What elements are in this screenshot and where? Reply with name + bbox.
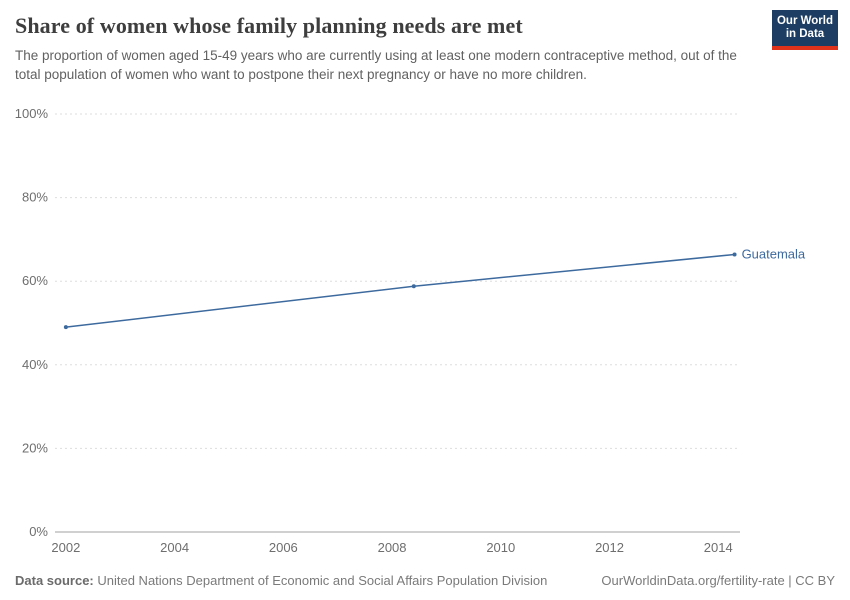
y-tick-label: 40%	[22, 357, 48, 372]
x-tick-label: 2004	[160, 540, 189, 555]
series-line-guatemala[interactable]	[65, 253, 735, 328]
x-tick-label: 2012	[595, 540, 624, 555]
x-tick-label: 2006	[269, 540, 298, 555]
data-point[interactable]	[732, 252, 737, 257]
owid-logo-line2: in Data	[785, 28, 825, 40]
chart-title: Share of women whose family planning nee…	[15, 13, 523, 38]
x-tick-label: 2002	[51, 540, 80, 555]
y-tick-label: 80%	[22, 190, 48, 205]
chart-subtitle: The proportion of women aged 15-49 years…	[15, 48, 737, 82]
series-label-guatemala[interactable]: Guatemala	[742, 246, 806, 261]
data-source-text: United Nations Department of Economic an…	[93, 573, 548, 588]
owid-link: OurWorldinData.org/fertility-rate | CC B…	[601, 573, 835, 588]
y-tick-label: 20%	[22, 440, 48, 455]
data-point[interactable]	[411, 284, 416, 289]
y-tick-label: 60%	[22, 273, 48, 288]
x-tick-label: 2008	[378, 540, 407, 555]
chart-footer: Data source: United Nations Department o…	[15, 573, 835, 588]
chart-area: 0% 20% 40% 60% 80% 100% 2002 2004 2006 2008 2010 20…	[0, 86, 850, 558]
x-tick-label: 2014	[704, 540, 733, 555]
owid-logo-line1: Our World	[776, 15, 833, 27]
data-source-label: Data source:	[15, 573, 94, 588]
data-point[interactable]	[63, 325, 68, 330]
y-tick-label: 0%	[29, 524, 48, 539]
y-tick-label: 100%	[15, 106, 49, 121]
owid-logo: Our World in Data	[772, 10, 838, 50]
line-chart: 0% 20% 40% 60% 80% 100% 2002 2004 2006 2008 2010 20…	[15, 106, 806, 555]
x-tick-label: 2010	[486, 540, 515, 555]
data-source: Data source: United Nations Department o…	[15, 573, 547, 588]
chart-header: Share of women whose family planning nee…	[0, 0, 850, 84]
